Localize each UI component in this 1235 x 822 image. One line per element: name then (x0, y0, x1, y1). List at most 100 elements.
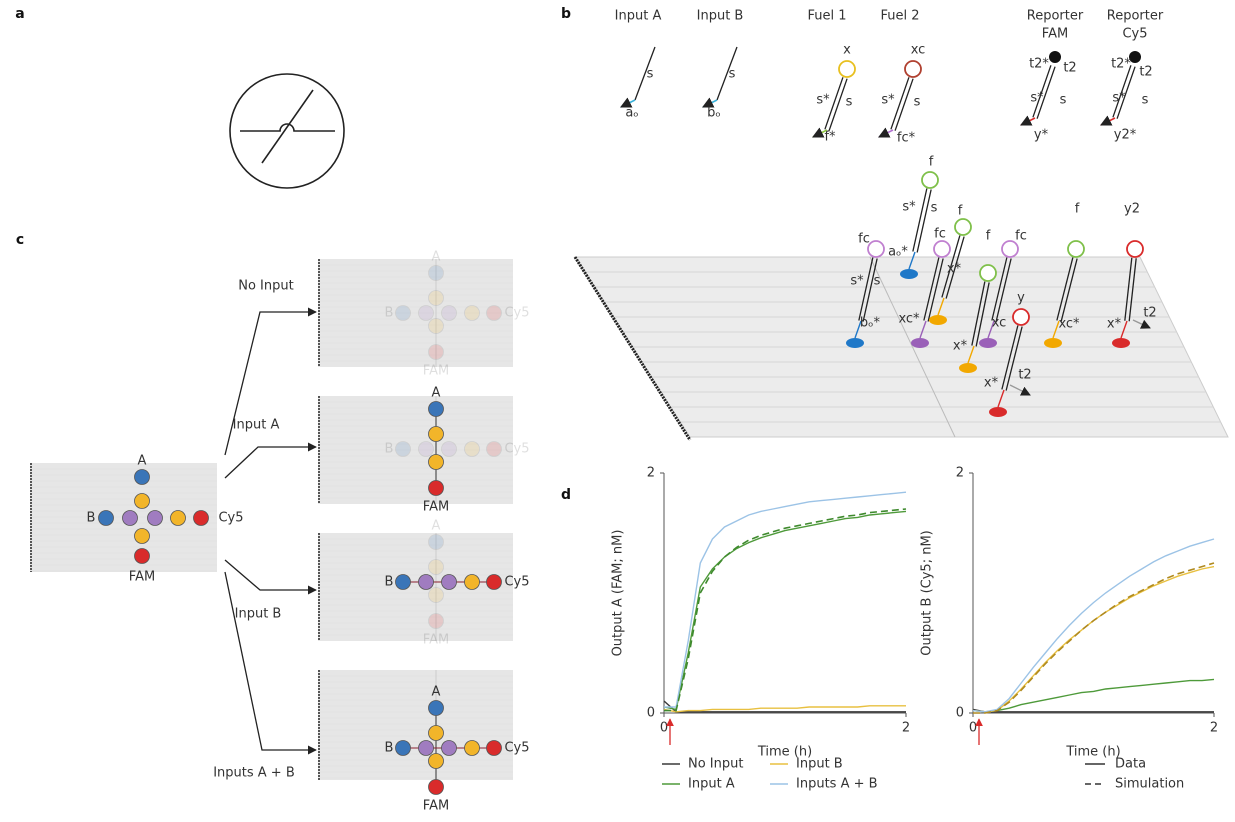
node (487, 575, 502, 590)
domain-label: aₒ (625, 106, 638, 121)
strand-title: Reporter (1027, 9, 1084, 24)
node (429, 402, 444, 417)
anchor (1112, 338, 1130, 348)
domain-label: t2 (1063, 61, 1076, 76)
strand-title: Fuel 1 (807, 9, 846, 24)
node-label: A (432, 685, 441, 700)
strand-title: Input A (615, 9, 662, 24)
hairpin-loop (1013, 309, 1029, 325)
y-tick-label: 2 (956, 466, 964, 481)
node-label: Cy5 (504, 442, 529, 457)
condition-label: Input A (233, 418, 280, 433)
node (148, 511, 163, 526)
domain-label: s* (816, 93, 830, 108)
node (135, 494, 150, 509)
data-line (973, 679, 1214, 711)
y-tick-label: 2 (647, 466, 655, 481)
node (429, 754, 444, 769)
strand-title: FAM (1042, 27, 1068, 42)
legend-label: Inputs A + B (796, 777, 878, 792)
node (487, 442, 502, 457)
node (99, 511, 114, 526)
hairpin-loop (934, 241, 950, 257)
legend-label: Input A (688, 777, 735, 792)
surface-label: x* (947, 262, 962, 277)
surface-label: y (1017, 291, 1025, 306)
surface-label: f (929, 155, 934, 170)
surface-label: xc (992, 316, 1007, 331)
branch-arrow (225, 312, 316, 455)
domain-label: bₒ (707, 106, 721, 121)
node (171, 511, 186, 526)
data-line (664, 511, 906, 709)
anchor (959, 363, 977, 373)
node-label: FAM (129, 570, 155, 585)
node (135, 529, 150, 544)
panel-label: a (15, 6, 24, 22)
strand (829, 79, 847, 131)
panel-label: c (16, 232, 24, 248)
surface-label: x* (984, 376, 999, 391)
x-tick-label: 2 (902, 721, 910, 736)
surface-label: t2 (1143, 306, 1156, 321)
data-line (973, 709, 1214, 711)
node-label: B (87, 511, 96, 526)
legend-label: No Input (688, 757, 743, 772)
hairpin-loop (922, 172, 938, 188)
domain-label: fc* (897, 131, 916, 146)
node (442, 442, 457, 457)
legend-label: Data (1115, 757, 1146, 772)
condition-label: No Input (238, 279, 293, 294)
simulation-line (664, 509, 906, 711)
anchor (900, 269, 918, 279)
node (429, 291, 444, 306)
card (318, 670, 513, 780)
node-label: Cy5 (504, 741, 529, 756)
domain-label: t2* (1029, 57, 1049, 72)
surface-label: fc (858, 232, 870, 247)
anchor (979, 338, 997, 348)
data-line (973, 567, 1214, 712)
domain-label: s (1060, 93, 1067, 108)
data-line (973, 539, 1214, 712)
strand-tail (1101, 118, 1115, 125)
node (419, 575, 434, 590)
data-line (664, 706, 906, 712)
panel-label: b (561, 6, 571, 22)
node-label: FAM (423, 500, 449, 515)
node (429, 266, 444, 281)
node (442, 306, 457, 321)
anchor (911, 338, 929, 348)
domain-label: xc (911, 43, 926, 58)
node (465, 306, 480, 321)
domain-label: y* (1034, 128, 1049, 143)
node-label: B (385, 306, 394, 321)
hairpin-loop (955, 219, 971, 235)
node (429, 455, 444, 470)
domain-label: t2* (1111, 57, 1131, 72)
strand-title: Reporter (1107, 9, 1164, 24)
node-label: B (385, 442, 394, 457)
domain-label: s (846, 95, 853, 110)
node-label: Cy5 (504, 575, 529, 590)
surface-label: f (1075, 202, 1080, 217)
node (429, 614, 444, 629)
node-label: Cy5 (218, 511, 243, 526)
node (194, 511, 209, 526)
node (419, 306, 434, 321)
node (465, 442, 480, 457)
x-tick-label: 0 (660, 721, 668, 736)
domain-label: s* (1112, 91, 1126, 106)
surface-label: xc* (1058, 317, 1080, 332)
node-label: B (385, 741, 394, 756)
domain-label: x (843, 43, 851, 58)
domain-label: t2 (1139, 65, 1152, 80)
node (429, 427, 444, 442)
quencher (1049, 51, 1061, 63)
node (419, 741, 434, 756)
node (123, 511, 138, 526)
hairpin-loop (1127, 241, 1143, 257)
surface-label: aₒ* (888, 245, 908, 260)
node (135, 470, 150, 485)
y-tick-label: 0 (647, 706, 655, 721)
